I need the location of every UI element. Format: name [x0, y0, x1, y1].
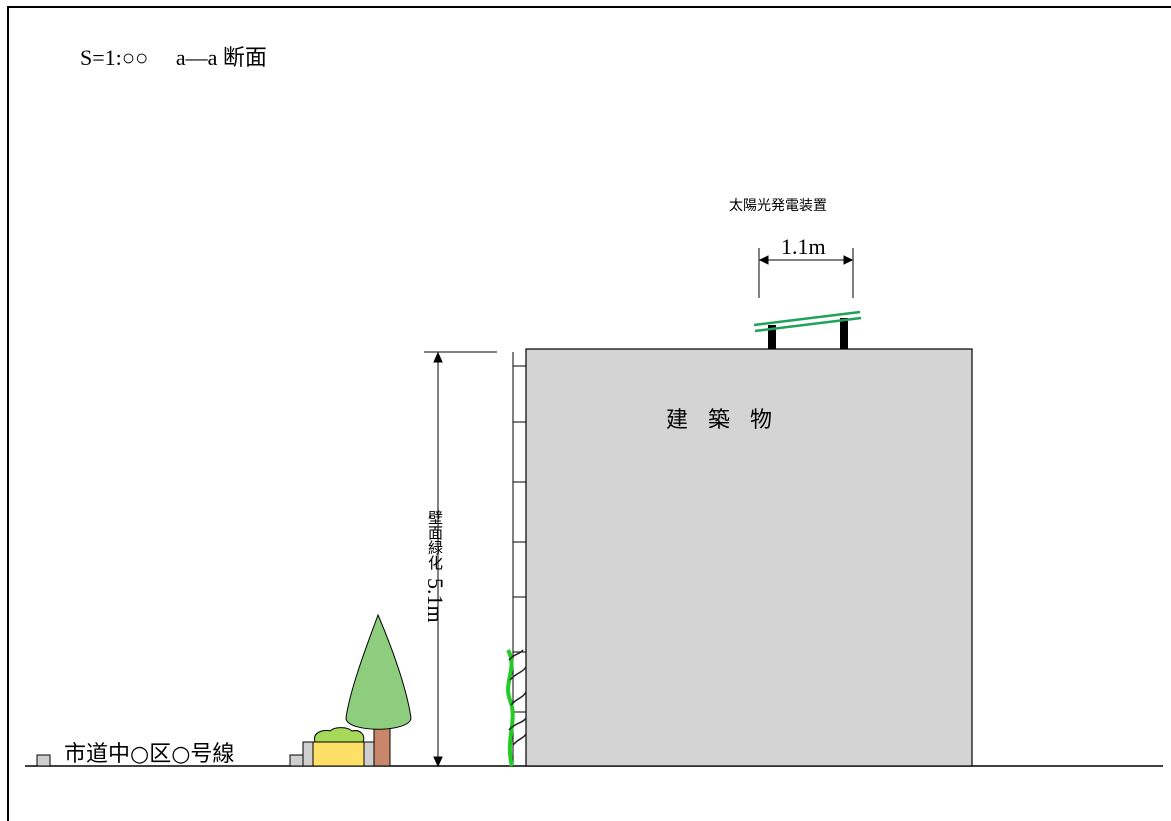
building	[525, 348, 973, 767]
drawing-frame	[7, 6, 1171, 821]
wall-height-dimension: 5.1m	[423, 578, 448, 623]
curb-stone	[289, 754, 304, 767]
height-dimension	[424, 351, 497, 768]
wall-greening-label: 壁面緑化 5.1m	[408, 510, 448, 670]
solar-panel	[753, 310, 862, 333]
solar-support-right	[840, 318, 848, 349]
road-label: 市道中○区○号線	[64, 742, 235, 767]
building-label: 建築物	[666, 408, 793, 433]
wall-greening-text: 壁面緑化	[426, 510, 444, 570]
tree	[345, 613, 412, 767]
climbing-vine	[506, 649, 527, 767]
curb-stone	[36, 754, 51, 767]
solar-support-left	[768, 325, 776, 349]
wall-trellis	[512, 352, 526, 766]
solar-width-dimension	[758, 248, 854, 298]
section-title: S=1:○○ a―a 断面	[80, 45, 267, 70]
solar-panel-label: 太陽光発電装置	[729, 198, 827, 214]
planter	[302, 727, 375, 767]
solar-width-label: 1.1m	[781, 234, 826, 259]
